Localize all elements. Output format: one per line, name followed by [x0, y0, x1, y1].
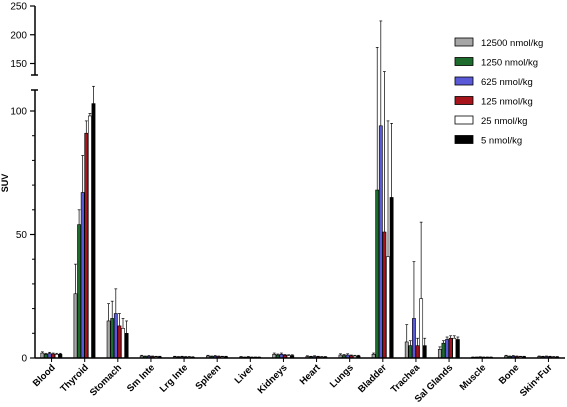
bar [375, 189, 380, 359]
bar [110, 318, 115, 359]
bar [80, 192, 85, 359]
bar [73, 293, 78, 359]
legend-label: 1250 nmol/kg [481, 58, 538, 69]
legend: 12500 nmol/kg 1250 nmol/kg 625 nmol/kg 125 … [454, 37, 543, 147]
legend-swatch [454, 96, 474, 105]
y-tick-label: 50 [16, 230, 28, 241]
legend-label: 12500 nmol/kg [481, 38, 543, 49]
legend-swatch [454, 37, 474, 47]
legend-swatch [454, 76, 474, 86]
bar [412, 318, 416, 359]
bar [77, 224, 81, 359]
x-tick-label: Skin+Fur [518, 362, 555, 399]
legend-swatch [454, 57, 474, 66]
bar [419, 298, 424, 359]
bar [415, 345, 420, 359]
bar [91, 103, 96, 359]
x-tick-label: Liver [233, 362, 257, 386]
legend-label: 625 nmol/kg [481, 77, 533, 88]
bar [386, 256, 390, 359]
x-tick-label: Lrg Inte [158, 362, 190, 394]
y-tick-label: 200 [10, 30, 27, 41]
bar [441, 342, 446, 359]
y-tick-label: 0 [21, 354, 27, 365]
bar [437, 349, 442, 359]
bar [113, 313, 118, 359]
x-tick-label: Heart [298, 362, 324, 388]
bar [84, 132, 89, 359]
x-tick-label: Thyroid [58, 362, 91, 395]
x-tick-label: Bone [497, 362, 522, 387]
legend-label: 25 nmol/kg [481, 116, 527, 127]
bar [408, 345, 413, 359]
bar [117, 325, 122, 359]
x-tick-label: Stomach [88, 362, 124, 398]
x-tick-label: Trachea [389, 362, 423, 396]
legend-swatch [454, 135, 474, 144]
bar [455, 339, 460, 359]
x-tick-label: Lungs [328, 362, 356, 390]
bar [422, 345, 427, 359]
bar [121, 328, 125, 359]
x-tick-label: Sm Inte [125, 362, 157, 394]
legend-label: 125 nmol/kg [481, 97, 533, 108]
bar [404, 341, 409, 359]
x-tick-label: Muscle [458, 362, 489, 393]
bar [106, 320, 111, 359]
x-tick-label: Blood [31, 362, 58, 389]
bars-layer [40, 20, 560, 359]
legend-swatch [454, 115, 474, 125]
bar [445, 339, 449, 359]
legend-label: 5 nmol/kg [481, 136, 522, 147]
y-tick-label: 150 [10, 59, 27, 70]
y-tick-label: 250 [10, 2, 27, 13]
bar [452, 337, 457, 359]
y-axis: 0 50 100 150 200 250 [10, 2, 38, 365]
bar [378, 125, 383, 359]
x-tick-label: Bladder [356, 362, 389, 395]
x-tick-label: Kidneys [256, 362, 290, 396]
bar [124, 332, 129, 359]
x-tick-label: Spleen [193, 362, 223, 392]
bar [389, 197, 394, 359]
bar [382, 231, 387, 359]
bar [87, 115, 92, 359]
y-tick-label: 100 [10, 107, 27, 118]
y-axis-label: SUV [0, 174, 10, 193]
bar [448, 337, 453, 359]
